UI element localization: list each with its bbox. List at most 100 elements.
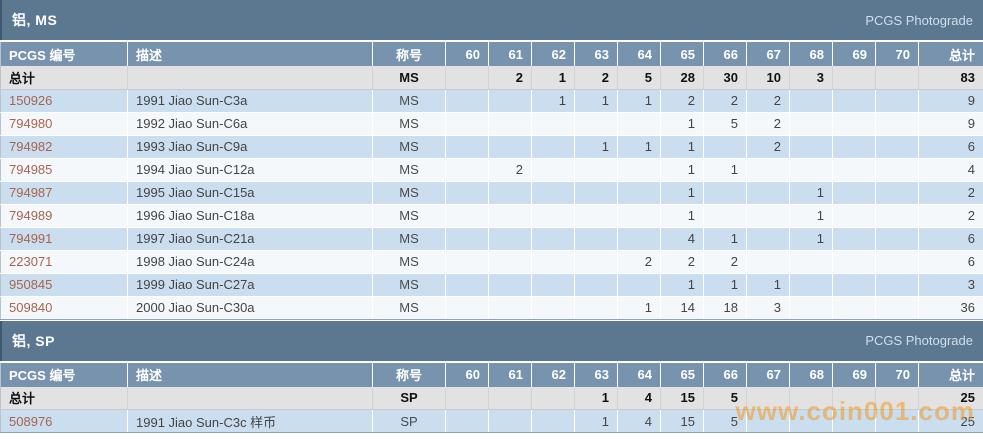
grade-count-cell (445, 227, 489, 251)
pcgs-number-link[interactable]: 223071 (0, 250, 128, 274)
pcgs-number-link[interactable]: 794980 (0, 112, 128, 136)
grade-count-cell: 1 (531, 89, 575, 113)
photograde-link[interactable]: PCGS Photograde (865, 12, 973, 28)
designation-cell: MS (372, 135, 446, 159)
grade-count-cell (832, 89, 876, 113)
photograde-link[interactable]: PCGS Photograde (865, 333, 973, 348)
grade-count-cell (703, 135, 747, 159)
grade-count-cell: 15 (660, 386, 704, 410)
coin-description: 1999 Jiao Sun-C27a (127, 273, 373, 297)
grade-count-cell: 4 (617, 386, 661, 410)
pcgs-number-link[interactable]: 794989 (0, 204, 128, 228)
grade-count-cell: 30 (703, 66, 747, 90)
row-total-cell: 6 (918, 250, 983, 274)
column-header: 68 (789, 42, 833, 66)
column-header: 68 (789, 362, 833, 387)
grade-count-cell (832, 250, 876, 274)
grade-count-cell (531, 204, 575, 228)
row-total-cell: 4 (918, 158, 983, 182)
coin-row: 794982 1993 Jiao Sun-C9a MS 1 1 1 2 6 (0, 135, 983, 159)
designation-cell: MS (372, 66, 446, 90)
coin-row: 223071 1998 Jiao Sun-C24a MS 2 2 2 6 (0, 250, 983, 274)
coin-row: 794989 1996 Jiao Sun-C18a MS 1 1 2 (0, 204, 983, 228)
grade-count-cell (746, 386, 790, 410)
grade-count-cell (789, 386, 833, 410)
grade-count-cell (832, 66, 876, 90)
grade-count-cell (488, 227, 532, 251)
pcgs-number-link[interactable]: 794982 (0, 135, 128, 159)
pcgs-number-link[interactable]: 794987 (0, 181, 128, 205)
column-header: 65 (660, 42, 704, 66)
grade-count-cell (488, 250, 532, 274)
total-label: 总计 (0, 66, 128, 90)
empty-cell (127, 386, 373, 410)
grade-count-cell (875, 135, 919, 159)
column-header-row: PCGS 编号 描述 称号 60 61 62 63 64 65 66 67 68 69 70 总计 (0, 42, 983, 66)
grade-count-cell (531, 250, 575, 274)
grade-count-cell: 15 (660, 409, 704, 433)
column-header: 65 (660, 362, 704, 387)
grade-count-cell: 3 (789, 66, 833, 90)
pcgs-number-link[interactable]: 950845 (0, 273, 128, 297)
pcgs-number-link[interactable]: 509840 (0, 296, 128, 320)
pcgs-number-link[interactable]: 150926 (0, 89, 128, 113)
grade-count-cell: 5 (703, 112, 747, 136)
coin-description: 1991 Jiao Sun-C3a (127, 89, 373, 113)
column-header: 66 (703, 362, 747, 387)
designation-cell: MS (372, 227, 446, 251)
grade-count-cell (531, 227, 575, 251)
column-header: 称号 (372, 362, 446, 387)
column-header: 61 (488, 42, 532, 66)
grade-count-cell (574, 296, 618, 320)
grade-count-cell (445, 409, 489, 433)
grade-count-cell (445, 89, 489, 113)
designation-cell: MS (372, 273, 446, 297)
grade-count-cell: 5 (617, 66, 661, 90)
section-title: 铝, SP (12, 332, 55, 349)
pcgs-number-link[interactable]: 794985 (0, 158, 128, 182)
grade-count-cell (789, 273, 833, 297)
grade-count-cell: 1 (617, 296, 661, 320)
column-header: 60 (445, 42, 489, 66)
grade-count-cell: 14 (660, 296, 704, 320)
pcgs-number-link[interactable]: 508976 (0, 409, 128, 433)
column-header: 70 (875, 362, 919, 387)
grade-count-cell (875, 250, 919, 274)
grade-count-cell (703, 181, 747, 205)
grade-count-cell (445, 158, 489, 182)
grade-count-cell (789, 135, 833, 159)
column-header: 67 (746, 362, 790, 387)
grade-count-cell: 1 (574, 135, 618, 159)
grade-count-cell (574, 181, 618, 205)
grade-count-cell (875, 112, 919, 136)
grade-count-cell: 2 (746, 135, 790, 159)
grade-count-cell: 2 (746, 112, 790, 136)
grade-count-cell: 1 (660, 135, 704, 159)
grade-count-cell (531, 273, 575, 297)
designation-cell: MS (372, 158, 446, 182)
column-header-row: PCGS 编号 描述 称号 60 61 62 63 64 65 66 67 68 69 70 总计 (0, 362, 983, 387)
column-header: 62 (531, 42, 575, 66)
column-header: 称号 (372, 42, 446, 66)
grade-count-cell: 1 (574, 89, 618, 113)
grade-count-cell (488, 181, 532, 205)
grade-count-cell (875, 204, 919, 228)
grade-count-cell: 1 (617, 135, 661, 159)
row-total-cell: 9 (918, 89, 983, 113)
grade-count-cell: 28 (660, 66, 704, 90)
row-total-cell: 25 (918, 409, 983, 433)
pcgs-number-link[interactable]: 794991 (0, 227, 128, 251)
grade-count-cell (531, 112, 575, 136)
grade-count-cell: 18 (703, 296, 747, 320)
grade-count-cell (574, 273, 618, 297)
grade-count-cell (531, 296, 575, 320)
column-header: 60 (445, 362, 489, 387)
grade-count-cell (617, 204, 661, 228)
column-header: 67 (746, 42, 790, 66)
grade-count-cell (531, 181, 575, 205)
row-total-cell: 83 (918, 66, 983, 90)
grade-count-cell (574, 227, 618, 251)
grade-count-cell (875, 386, 919, 410)
coin-row: 794980 1992 Jiao Sun-C6a MS 1 5 2 9 (0, 112, 983, 136)
